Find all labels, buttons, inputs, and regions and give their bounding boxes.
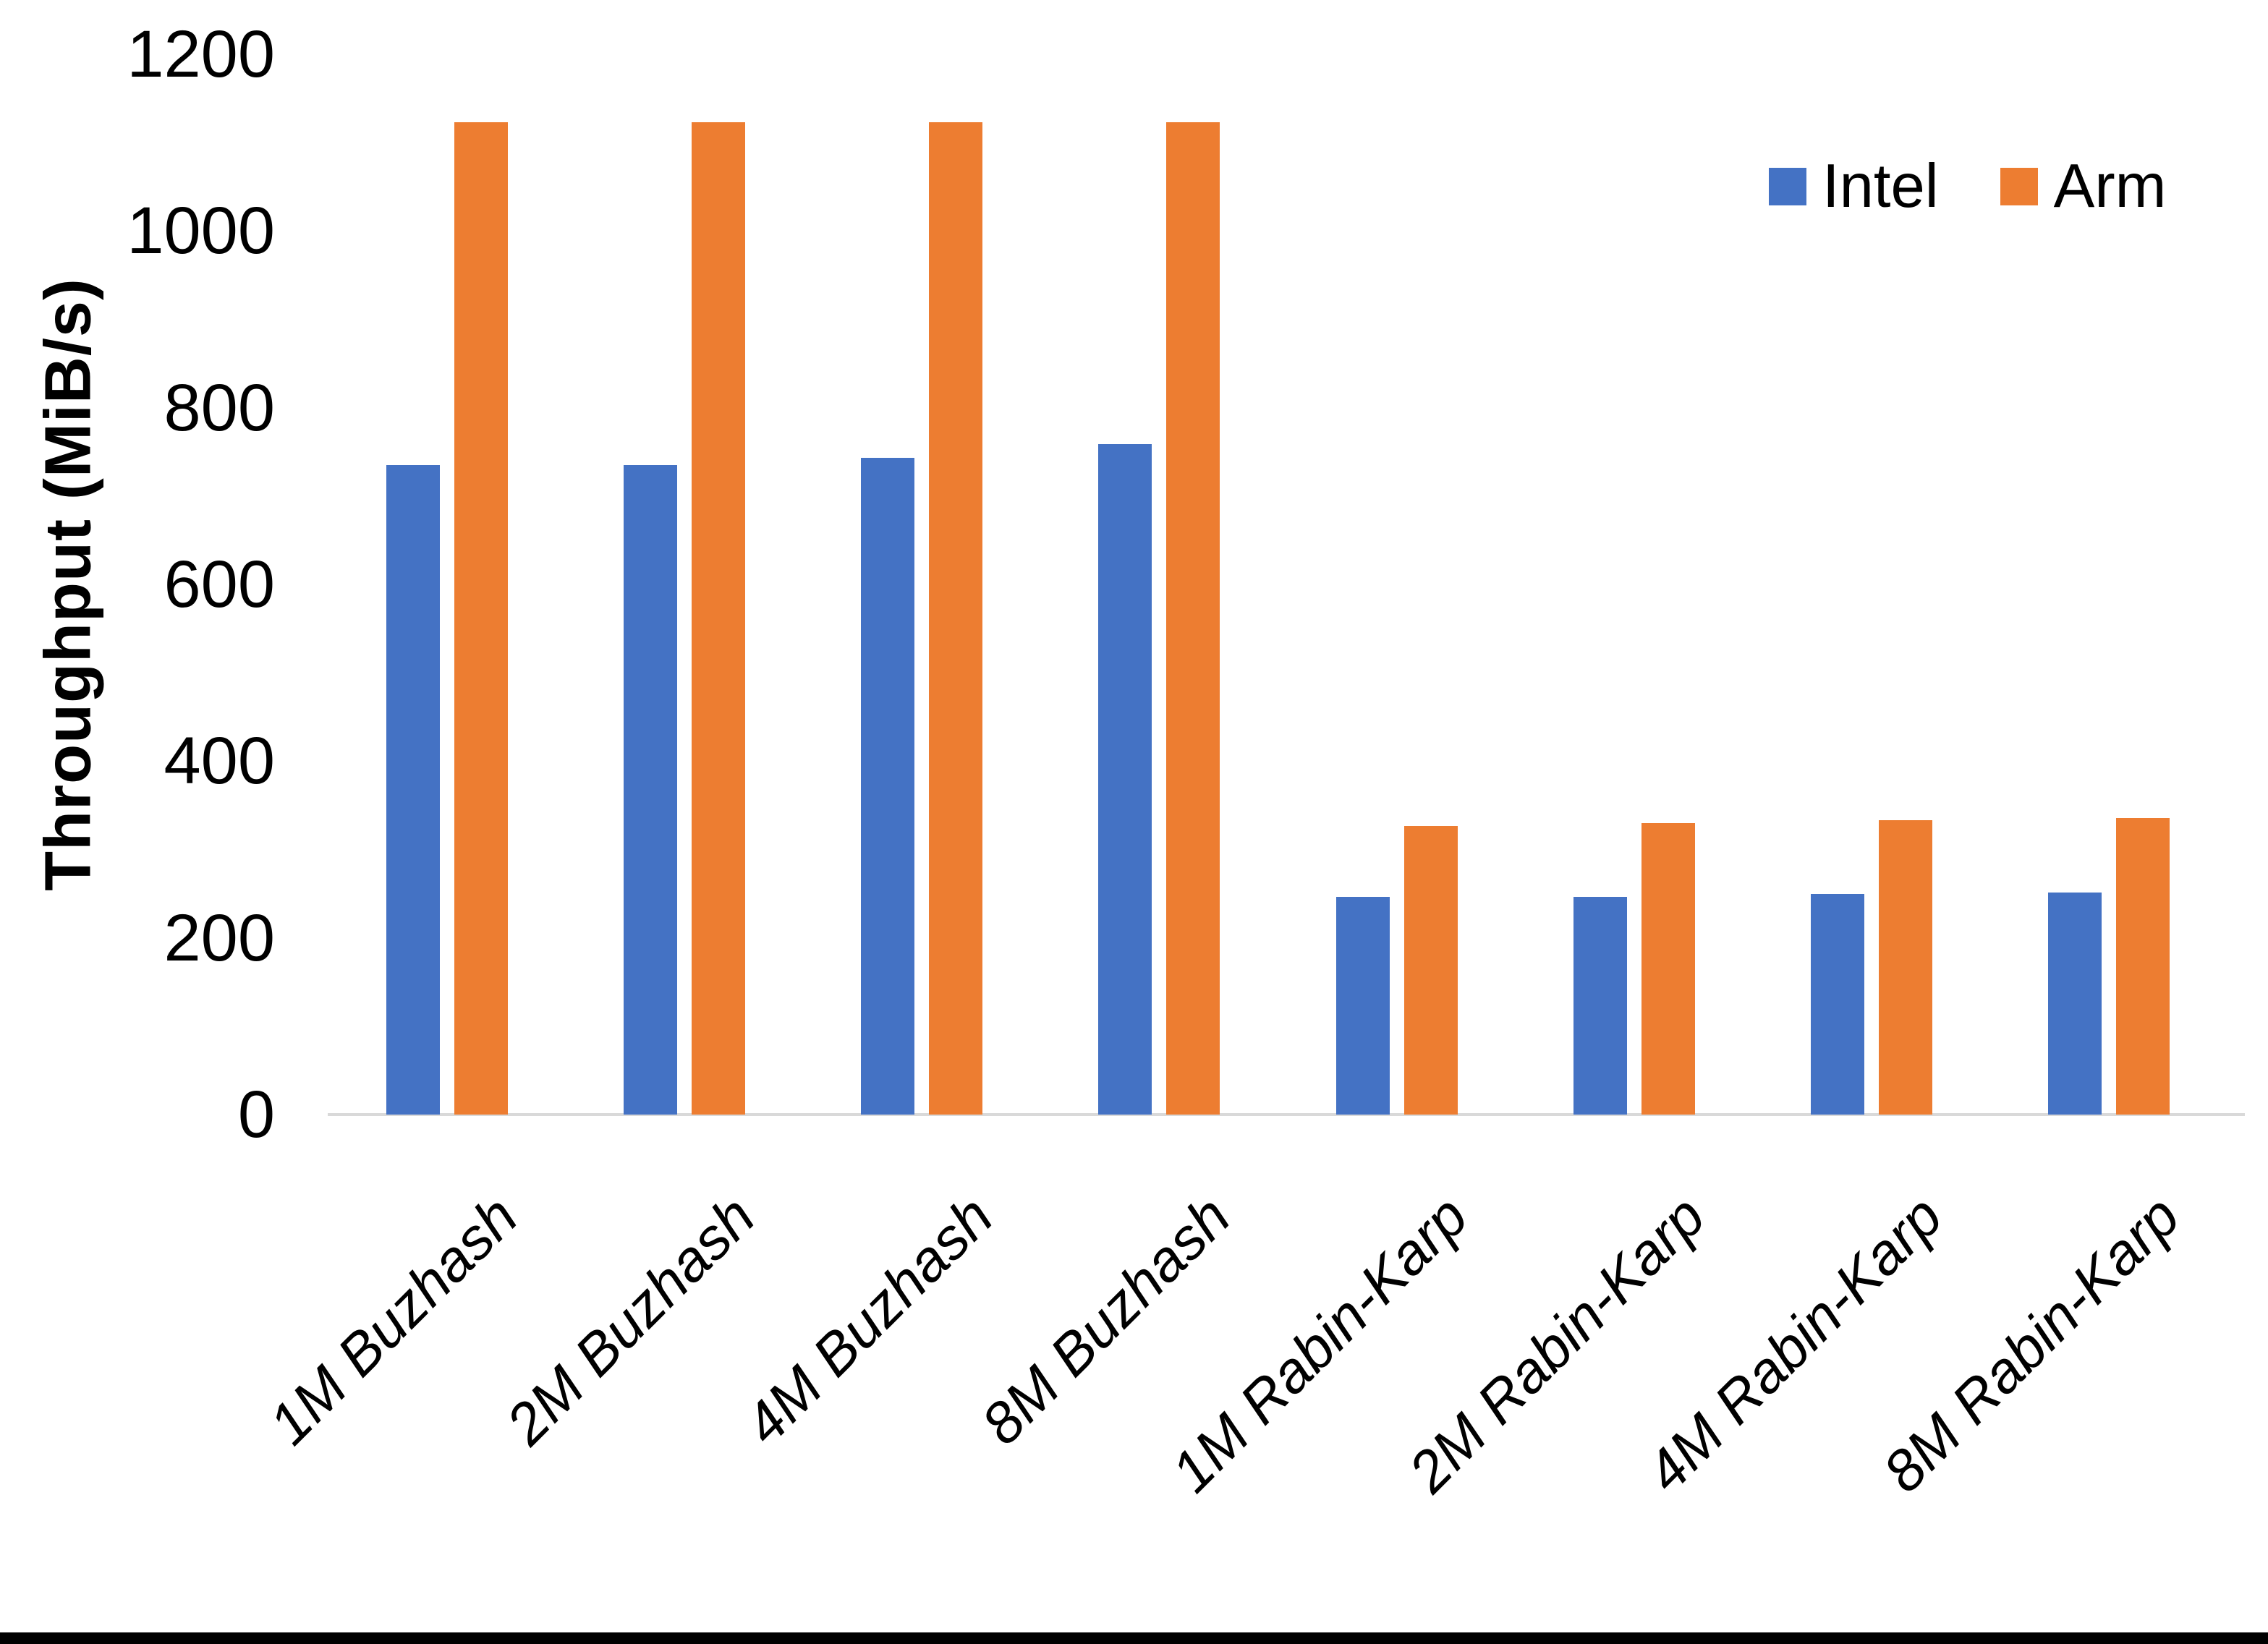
y-tick-label-400: 400 (163, 724, 276, 798)
y-tick-label-1200: 1200 (127, 17, 275, 91)
bottom-border (0, 1632, 2268, 1644)
bar-arm-8m-buzhash (1166, 122, 1220, 1115)
legend-swatch-intel (1769, 167, 1806, 205)
y-tick-label-200: 200 (163, 900, 276, 975)
bar-arm-1m-rabin-karp (1403, 825, 1458, 1115)
bar-intel-4m-buzhash (861, 458, 915, 1115)
legend-item-arm: Arm (2000, 152, 2167, 221)
legend-swatch-arm (2000, 167, 2038, 205)
bar-intel-2m-buzhash (624, 465, 678, 1115)
bar-intel-1m-buzhash (386, 465, 440, 1115)
bar-arm-4m-buzhash (929, 122, 983, 1115)
bar-arm-8m-rabin-karp (2115, 817, 2170, 1115)
y-tick-label-1000: 1000 (127, 194, 275, 268)
legend-label-arm: Arm (2053, 152, 2167, 221)
bar-arm-1m-buzhash (454, 122, 508, 1115)
legend-item-intel: Intel (1769, 156, 1939, 217)
bar-intel-2m-rabin-karp (1573, 897, 1627, 1115)
x-axis-line (328, 1113, 2245, 1116)
bar-intel-4m-rabin-karp (1810, 893, 1864, 1115)
x-label-4m-buzhash: 4M Buzhash (731, 1183, 1005, 1457)
x-label-8m-buzhash: 8M Buzhash (969, 1183, 1242, 1457)
bar-arm-4m-rabin-karp (1878, 820, 1932, 1115)
y-tick-label-600: 600 (163, 547, 276, 621)
y-tick-label-800: 800 (163, 370, 276, 445)
legend: Intel Arm (1769, 156, 2166, 217)
x-label-1m-buzhash: 1M Buzhash (257, 1183, 530, 1457)
bar-intel-1m-rabin-karp (1335, 897, 1390, 1115)
y-tick-label-0: 0 (237, 1078, 275, 1151)
bar-arm-2m-buzhash (692, 122, 746, 1115)
x-label-2m-buzhash: 2M Buzhash (494, 1183, 768, 1457)
bar-intel-8m-rabin-karp (2047, 893, 2102, 1115)
bar-intel-8m-buzhash (1098, 443, 1152, 1115)
bar-arm-2m-rabin-karp (1641, 822, 1695, 1115)
legend-label-intel: Intel (1822, 152, 1939, 221)
